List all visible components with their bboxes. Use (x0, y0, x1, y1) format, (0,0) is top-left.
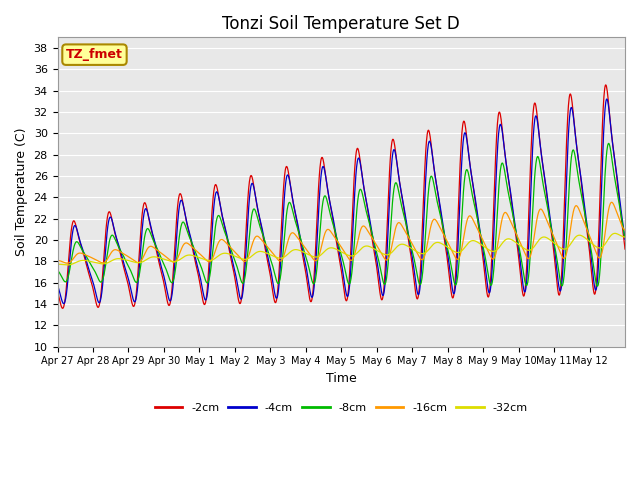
-4cm (603, 96, 611, 102)
-4cm (621, 237, 629, 242)
-8cm (605, 141, 612, 146)
-4cm (143, 207, 150, 213)
Line: -8cm: -8cm (58, 144, 625, 286)
-16cm (316, 250, 324, 255)
Line: -32cm: -32cm (58, 233, 625, 265)
-8cm (621, 234, 629, 240)
-4cm (614, 185, 622, 191)
-16cm (559, 254, 566, 260)
-16cm (621, 227, 629, 233)
-8cm (475, 224, 483, 229)
-32cm (476, 240, 483, 246)
-16cm (476, 230, 483, 236)
-32cm (614, 231, 622, 237)
-8cm (593, 283, 601, 289)
-16cm (327, 228, 335, 234)
-16cm (143, 247, 150, 253)
-2cm (59, 305, 67, 311)
-32cm (316, 253, 324, 259)
Y-axis label: Soil Temperature (C): Soil Temperature (C) (15, 128, 28, 256)
-4cm (316, 185, 324, 191)
-8cm (326, 212, 334, 217)
-4cm (327, 204, 335, 209)
-2cm (54, 288, 61, 294)
-32cm (621, 234, 629, 240)
-16cm (54, 258, 61, 264)
-8cm (54, 268, 61, 274)
-4cm (559, 272, 566, 277)
-16cm (63, 260, 71, 266)
Line: -2cm: -2cm (58, 85, 625, 308)
-32cm (559, 246, 566, 252)
-2cm (559, 253, 566, 259)
-8cm (316, 233, 323, 239)
-2cm (143, 204, 150, 210)
-32cm (327, 245, 335, 251)
-2cm (316, 165, 324, 170)
-4cm (54, 282, 61, 288)
Line: -4cm: -4cm (58, 99, 625, 304)
-32cm (611, 230, 619, 236)
-4cm (60, 301, 68, 307)
Legend: -2cm, -4cm, -8cm, -16cm, -32cm: -2cm, -4cm, -8cm, -16cm, -32cm (150, 399, 532, 418)
-8cm (143, 228, 150, 233)
-32cm (63, 262, 71, 268)
-16cm (608, 199, 616, 205)
-16cm (614, 214, 622, 219)
-8cm (614, 196, 622, 202)
-8cm (558, 283, 566, 288)
-2cm (327, 204, 335, 210)
-32cm (54, 261, 61, 267)
X-axis label: Time: Time (326, 372, 356, 385)
Line: -16cm: -16cm (58, 202, 625, 263)
Text: TZ_fmet: TZ_fmet (66, 48, 123, 61)
-2cm (602, 82, 610, 88)
-2cm (476, 229, 483, 235)
-2cm (621, 246, 629, 252)
-2cm (614, 189, 622, 195)
-32cm (143, 257, 150, 263)
Title: Tonzi Soil Temperature Set D: Tonzi Soil Temperature Set D (222, 15, 460, 33)
-4cm (476, 224, 483, 230)
